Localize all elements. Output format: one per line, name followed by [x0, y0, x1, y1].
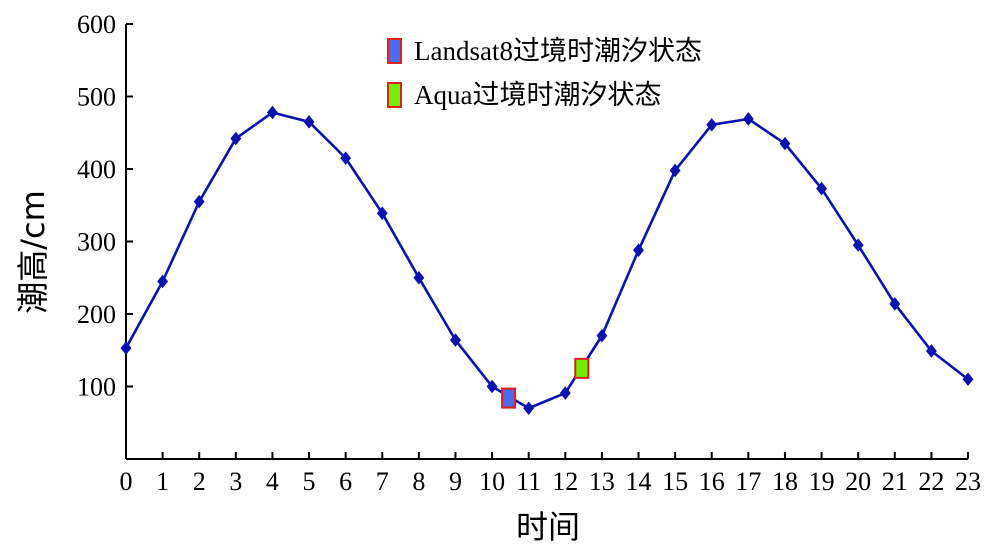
x-tick-label: 21: [882, 467, 908, 496]
x-tick-label: 16: [699, 467, 725, 496]
legend-label: Aqua过境时潮汐状态: [414, 80, 661, 110]
x-tick-label: 18: [772, 467, 798, 496]
series-group: [120, 105, 974, 416]
y-tick-label: 100: [77, 373, 116, 402]
data-point: [925, 344, 937, 358]
x-tick-label: 14: [626, 467, 652, 496]
data-point: [120, 341, 132, 355]
x-tick-label: 20: [845, 467, 871, 496]
x-tick-label: 22: [918, 467, 944, 496]
y-tick-label: 200: [77, 300, 116, 329]
legend-swatch: [387, 38, 402, 64]
x-tick-label: 8: [412, 467, 425, 496]
data-point: [889, 297, 901, 311]
x-tick-label: 9: [449, 467, 462, 496]
x-tick-label: 1: [156, 467, 169, 496]
legend-swatch: [387, 82, 402, 108]
x-tick-label: 4: [266, 467, 279, 496]
x-tick-label: 0: [120, 467, 133, 496]
x-axis-ticks: 0 1 2 3 4 5 6 7 8 9 10 11 12 13 14 15 16 17 18 19 20 21 22 23: [120, 452, 981, 496]
data-point: [962, 372, 974, 387]
legend: Landsat8过境时潮汐状态 Aqua过境时潮汐状态: [387, 36, 702, 110]
data-point: [742, 112, 754, 126]
x-tick-label: 7: [376, 467, 389, 496]
data-point: [596, 328, 608, 343]
x-tick-label: 11: [516, 467, 541, 496]
data-point: [852, 238, 864, 252]
data-point: [523, 401, 535, 416]
data-point: [266, 105, 278, 120]
data-point: [779, 136, 791, 151]
data-point: [669, 163, 681, 178]
data-point: [559, 386, 571, 400]
x-tick-label: 13: [589, 467, 615, 496]
x-tick-label: 12: [552, 467, 578, 496]
series-line: [124, 111, 969, 410]
data-point: [413, 270, 425, 285]
x-tick-label: 23: [955, 467, 981, 496]
x-axis-title: 时间: [516, 508, 580, 546]
data-point: [450, 333, 461, 347]
x-tick-label: 15: [662, 467, 688, 496]
data-point: [376, 206, 388, 221]
data-point: [486, 379, 498, 394]
legend-label: Landsat8过境时潮汐状态: [414, 36, 702, 66]
x-tick-label: 10: [479, 467, 505, 496]
y-tick-label: 300: [77, 228, 116, 257]
data-point: [816, 181, 828, 196]
annotation-marker: [574, 357, 590, 379]
data-point: [193, 194, 205, 209]
y-axis-title: 潮高/cm: [14, 190, 52, 314]
y-tick-label: 600: [77, 10, 116, 39]
y-axis-ticks: 600 500 400 300 200 100: [77, 10, 133, 402]
y-tick-label: 500: [77, 83, 116, 112]
x-tick-label: 17: [735, 467, 761, 496]
data-point: [303, 115, 315, 129]
y-tick-label: 400: [77, 155, 116, 184]
data-point: [340, 151, 352, 165]
annotation-markers: [501, 357, 590, 409]
x-tick-label: 6: [339, 467, 352, 496]
data-point: [230, 131, 242, 146]
x-tick-label: 3: [229, 467, 242, 496]
x-tick-label: 2: [193, 467, 206, 496]
x-tick-label: 19: [809, 467, 835, 496]
annotation-marker: [501, 387, 517, 409]
data-point: [706, 117, 718, 132]
data-point: [157, 274, 169, 289]
x-tick-label: 5: [303, 467, 316, 496]
data-point: [633, 243, 644, 258]
